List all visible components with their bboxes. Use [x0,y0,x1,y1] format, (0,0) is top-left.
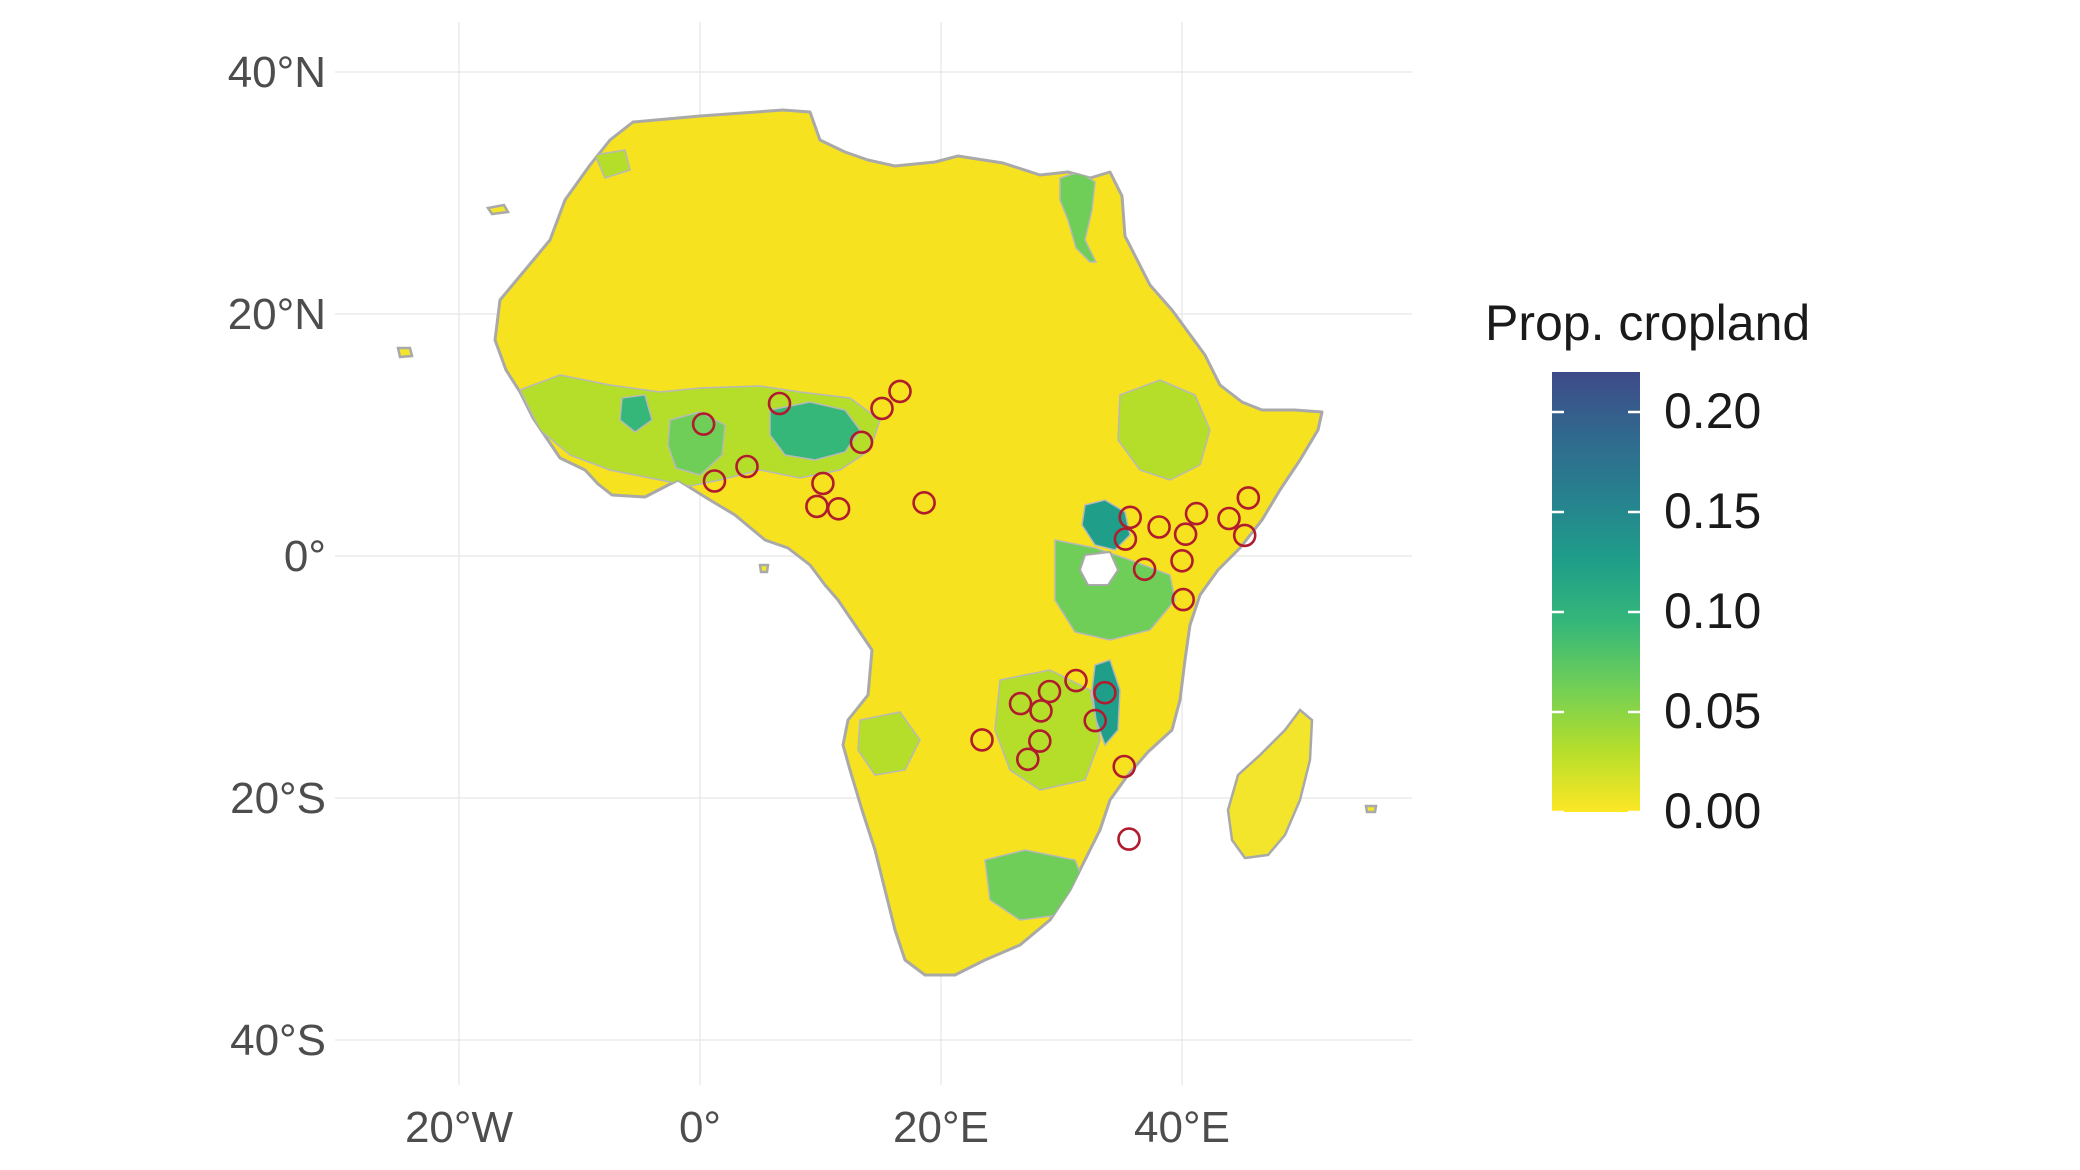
site-marker-20 [1217,506,1241,531]
lake-victoria [1078,550,1120,586]
site-markers [691,379,1261,851]
mauritius [1364,804,1378,814]
legend-label-0-10: 0.10 [1664,583,1761,639]
legend-title: Prop. cropland [1485,295,1810,351]
site-marker-1 [691,412,716,436]
site-marker-7 [826,496,851,521]
madagascar [1226,708,1314,860]
x-tick-label-20w: 20°W [405,1103,514,1152]
site-marker-9 [870,396,894,421]
x-axis-labels: 20°W 0° 20°E 40°E [405,1103,1230,1152]
x-tick-label-20e: 20°E [893,1103,989,1152]
site-marker-19 [1171,587,1195,612]
crop-patch-angola [857,711,921,776]
legend-colorbar [1552,372,1640,812]
africa-landmass [396,108,1378,977]
site-marker-32 [1112,754,1136,779]
bioko-island [758,563,770,574]
legend-ticks [1552,410,1640,814]
site-marker-21 [1236,486,1261,510]
legend-label-0-15: 0.15 [1664,483,1761,539]
crop-patch-guinea [619,394,653,433]
site-marker-25 [1008,691,1033,716]
crop-patch-zambia-zimbabwe [994,669,1101,791]
site-marker-8 [849,430,874,455]
site-marker-13 [1113,527,1138,551]
site-marker-11 [912,490,936,515]
legend-label-0-20: 0.20 [1664,383,1761,439]
site-marker-15 [1147,515,1171,539]
site-marker-17 [1184,501,1209,526]
site-marker-29 [1016,747,1040,772]
crop-patch-maghreb [593,149,631,179]
site-marker-30 [1093,680,1117,705]
y-tick-label-20s: 20°S [230,774,326,823]
crop-patch-egypt-nile [1059,171,1098,263]
site-marker-4 [767,391,792,416]
site-marker-16 [1173,522,1198,547]
site-marker-3 [735,454,759,479]
crop-patch-uganda-kenya [1081,499,1131,551]
site-marker-14 [1132,557,1157,582]
site-marker-33 [1117,827,1141,851]
y-axis-labels: 40°N 20°N 0° 20°S 40°S [228,48,326,1065]
site-marker-10 [888,379,912,404]
crop-patch-ethiopia [1117,379,1211,481]
y-tick-label-40n: 40°N [228,48,326,97]
site-marker-5 [811,471,835,496]
y-tick-label-20n: 20°N [228,290,326,339]
site-marker-24 [1037,679,1062,704]
canary-islands [485,203,511,216]
site-marker-26 [1029,699,1053,723]
site-marker-2 [702,469,727,493]
y-tick-label-40s: 40°S [230,1016,326,1065]
y-tick-label-0: 0° [284,532,326,581]
site-marker-18 [1170,548,1194,573]
cape-verde [396,346,414,359]
legend-label-0-00: 0.00 [1664,783,1761,839]
site-marker-31 [1083,708,1107,733]
legend: Prop. cropland 0.20 0.15 0.10 0.05 0.00 [1485,295,1810,839]
site-marker-22 [1232,523,1257,548]
site-marker-23 [1064,668,1088,693]
x-tick-label-40e: 40°E [1134,1103,1230,1152]
africa-outline [493,108,1324,977]
site-marker-12 [1118,505,1142,530]
crop-patch-nigeria [769,401,861,461]
x-tick-label-0: 0° [679,1103,721,1152]
legend-label-0-05: 0.05 [1664,683,1761,739]
site-marker-27 [970,728,994,752]
site-marker-28 [1028,729,1052,753]
